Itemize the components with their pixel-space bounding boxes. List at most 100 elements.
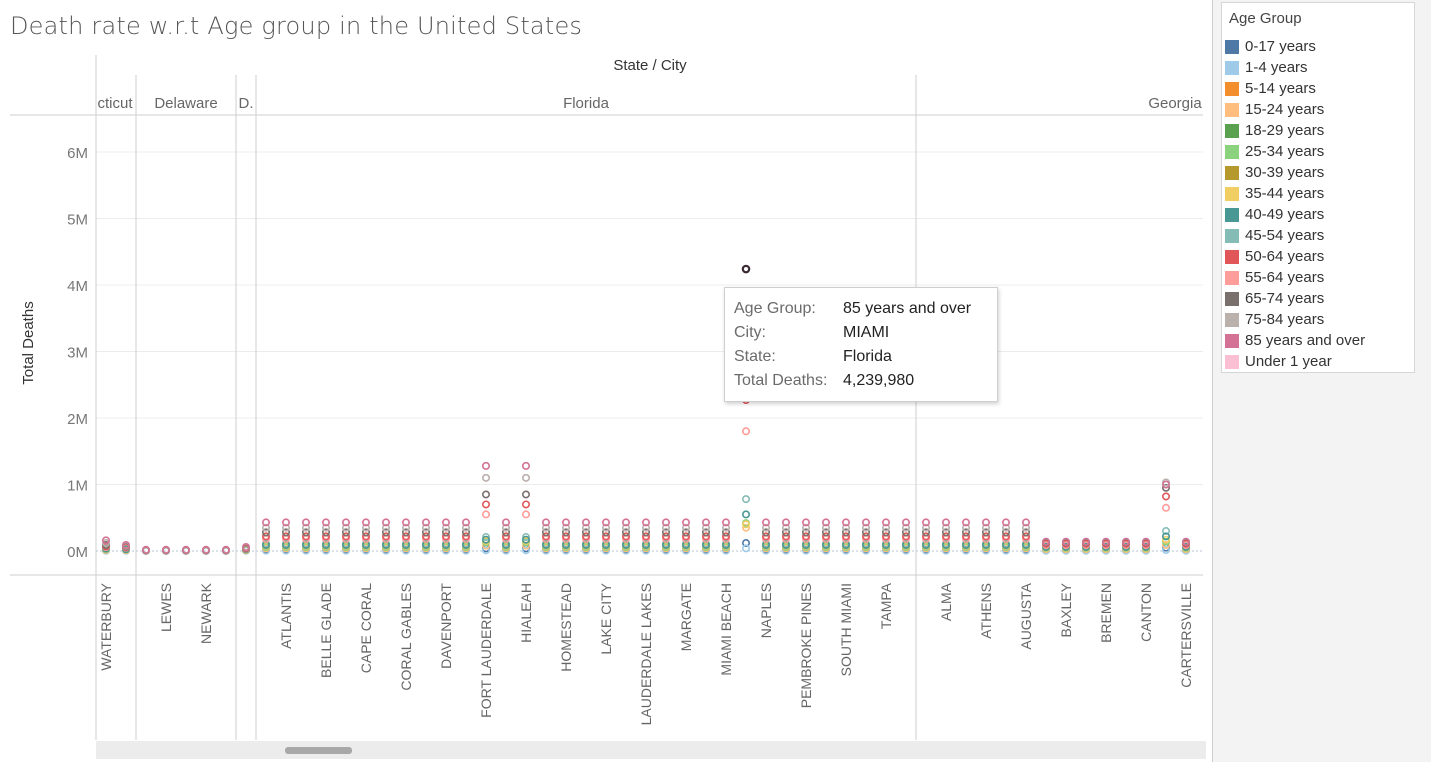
data-point[interactable] xyxy=(601,518,610,527)
data-point[interactable] xyxy=(1001,528,1010,537)
data-point[interactable] xyxy=(721,528,730,537)
data-point[interactable] xyxy=(721,523,730,532)
data-point[interactable] xyxy=(521,500,530,509)
data-point[interactable] xyxy=(261,528,270,537)
data-point[interactable] xyxy=(481,461,490,470)
data-point[interactable] xyxy=(801,518,810,527)
data-point[interactable] xyxy=(681,532,690,541)
data-point[interactable] xyxy=(841,528,850,537)
data-point[interactable] xyxy=(541,518,550,527)
data-point[interactable] xyxy=(401,532,410,541)
legend-item[interactable]: 18-29 years xyxy=(1225,120,1324,141)
data-point[interactable] xyxy=(321,532,330,541)
data-point[interactable] xyxy=(621,523,630,532)
data-point[interactable] xyxy=(621,528,630,537)
data-point[interactable] xyxy=(981,532,990,541)
data-point[interactable] xyxy=(701,532,710,541)
data-point[interactable] xyxy=(941,532,950,541)
data-point[interactable] xyxy=(521,546,530,555)
data-point[interactable] xyxy=(301,523,310,532)
data-point[interactable] xyxy=(941,523,950,532)
data-point[interactable] xyxy=(441,532,450,541)
data-point[interactable] xyxy=(381,532,390,541)
data-point[interactable] xyxy=(741,510,750,519)
data-point[interactable] xyxy=(661,532,670,541)
data-point[interactable] xyxy=(202,545,211,554)
data-point[interactable] xyxy=(1021,523,1030,532)
data-point[interactable] xyxy=(281,523,290,532)
data-point[interactable] xyxy=(1162,527,1171,536)
data-point[interactable] xyxy=(981,518,990,527)
data-point[interactable] xyxy=(601,528,610,537)
data-point[interactable] xyxy=(521,533,530,542)
data-point[interactable] xyxy=(1162,546,1171,555)
data-point[interactable] xyxy=(381,523,390,532)
data-point[interactable] xyxy=(102,536,111,545)
data-point[interactable] xyxy=(521,461,530,470)
data-point[interactable] xyxy=(861,518,870,527)
data-point[interactable] xyxy=(781,518,790,527)
data-point[interactable] xyxy=(661,523,670,532)
data-point[interactable] xyxy=(961,532,970,541)
data-point[interactable] xyxy=(561,528,570,537)
data-point[interactable] xyxy=(761,532,770,541)
legend-item[interactable]: 45-54 years xyxy=(1225,225,1324,246)
data-point[interactable] xyxy=(361,523,370,532)
data-point[interactable] xyxy=(641,532,650,541)
data-point[interactable] xyxy=(861,523,870,532)
data-point[interactable] xyxy=(681,523,690,532)
horizontal-scrollbar[interactable] xyxy=(96,741,1206,759)
data-point[interactable] xyxy=(921,523,930,532)
data-point[interactable] xyxy=(741,523,750,532)
data-point[interactable] xyxy=(261,523,270,532)
data-point[interactable] xyxy=(381,528,390,537)
data-point[interactable] xyxy=(102,539,111,548)
data-point[interactable] xyxy=(401,523,410,532)
data-point[interactable] xyxy=(481,533,490,542)
data-point[interactable] xyxy=(981,528,990,537)
data-point[interactable] xyxy=(721,532,730,541)
data-point[interactable] xyxy=(361,518,370,527)
data-point[interactable] xyxy=(1162,541,1171,550)
data-point[interactable] xyxy=(1021,532,1030,541)
data-point[interactable] xyxy=(501,528,510,537)
data-point[interactable] xyxy=(641,528,650,537)
legend-item[interactable]: 1-4 years xyxy=(1225,57,1308,78)
data-point[interactable] xyxy=(1042,537,1051,546)
data-point[interactable] xyxy=(1102,537,1111,546)
data-point[interactable] xyxy=(561,518,570,527)
data-point[interactable] xyxy=(421,528,430,537)
legend-item[interactable]: 65-74 years xyxy=(1225,288,1324,309)
data-point[interactable] xyxy=(281,528,290,537)
data-point[interactable] xyxy=(261,532,270,541)
data-point[interactable] xyxy=(381,518,390,527)
data-point[interactable] xyxy=(821,528,830,537)
data-point[interactable] xyxy=(741,427,750,436)
data-point[interactable] xyxy=(721,518,730,527)
data-point[interactable] xyxy=(501,518,510,527)
data-point[interactable] xyxy=(1182,537,1191,546)
legend-item[interactable]: 35-44 years xyxy=(1225,183,1324,204)
data-point[interactable] xyxy=(661,518,670,527)
data-point[interactable] xyxy=(701,523,710,532)
data-point[interactable] xyxy=(701,518,710,527)
data-point[interactable] xyxy=(341,518,350,527)
data-point[interactable] xyxy=(881,518,890,527)
data-point[interactable] xyxy=(641,523,650,532)
data-point[interactable] xyxy=(841,523,850,532)
data-point[interactable] xyxy=(341,528,350,537)
data-point[interactable] xyxy=(321,518,330,527)
data-point[interactable] xyxy=(261,518,270,527)
scrollbar-thumb[interactable] xyxy=(285,747,352,754)
data-point[interactable] xyxy=(461,532,470,541)
legend-item[interactable]: 40-49 years xyxy=(1225,204,1324,225)
data-point[interactable] xyxy=(222,545,231,554)
data-point[interactable] xyxy=(841,532,850,541)
data-point[interactable] xyxy=(881,523,890,532)
data-point[interactable] xyxy=(641,518,650,527)
data-point[interactable] xyxy=(1162,483,1171,492)
data-point[interactable] xyxy=(481,535,490,544)
data-point[interactable] xyxy=(1021,518,1030,527)
data-point[interactable] xyxy=(561,532,570,541)
data-point[interactable] xyxy=(581,528,590,537)
